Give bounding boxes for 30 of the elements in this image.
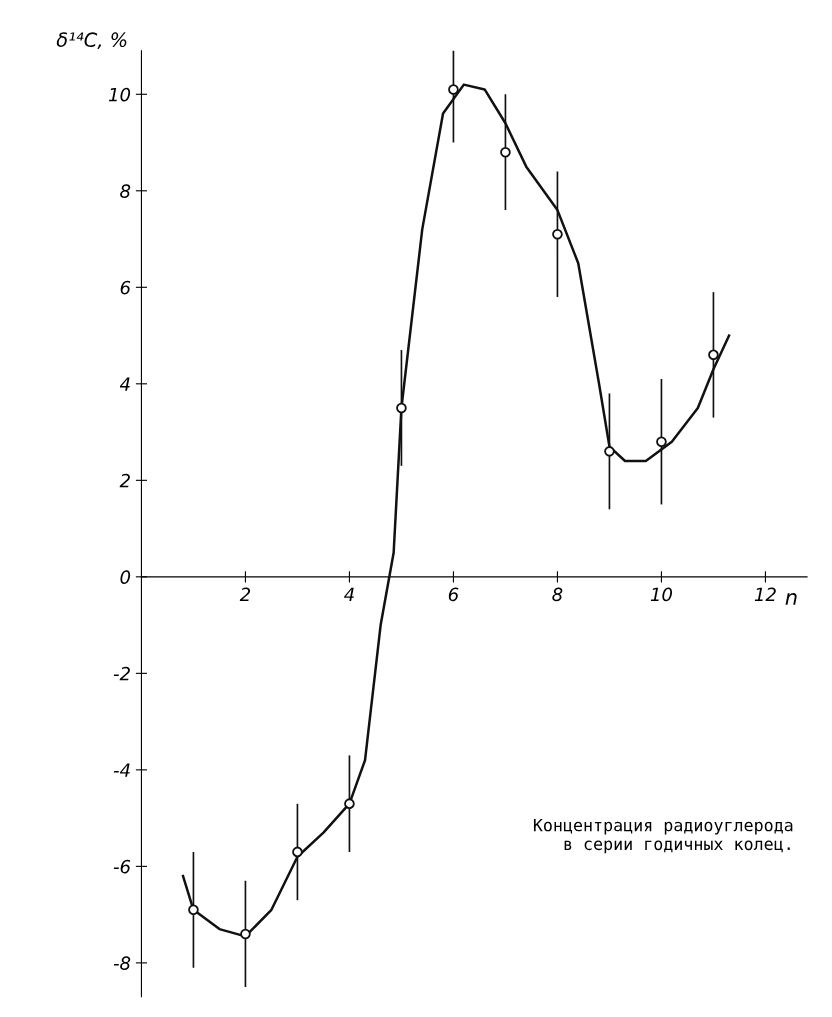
y-tick-label: 8 xyxy=(120,184,131,198)
x-tick-label: 6 xyxy=(448,587,459,602)
point xyxy=(448,84,459,95)
y-tick-label: -8 xyxy=(113,956,131,970)
x-tick-label: 2 xyxy=(239,587,251,601)
x-axis-title: n xyxy=(785,593,797,605)
y-tick-label: -2 xyxy=(113,666,130,681)
x-tick-label: 10 xyxy=(650,587,673,602)
point xyxy=(188,904,199,916)
y-tick-label: 4 xyxy=(119,377,130,391)
y-tick-label: 6 xyxy=(120,280,131,295)
y-tick-label: 10 xyxy=(108,87,131,102)
x-tick-label: 8 xyxy=(552,587,563,602)
point xyxy=(552,228,563,240)
point xyxy=(396,402,407,414)
y-axis-title: δ¹⁴C, % xyxy=(56,32,127,50)
point xyxy=(708,349,719,361)
x-tick-label: 12 xyxy=(754,587,776,601)
y-tick-label: 2 xyxy=(119,473,130,488)
point xyxy=(344,798,355,809)
point xyxy=(500,146,511,158)
y-tick-label: -4 xyxy=(113,763,130,777)
point xyxy=(292,846,303,858)
y-tick-label: -6 xyxy=(113,859,131,874)
x-tick-label: 4 xyxy=(344,587,354,601)
point xyxy=(604,446,615,457)
y-tick-label: 0 xyxy=(120,570,131,584)
point xyxy=(240,928,251,940)
annotation: Концентрация радиоуглерода в серии годичных колец. xyxy=(533,818,793,854)
point xyxy=(656,436,667,448)
